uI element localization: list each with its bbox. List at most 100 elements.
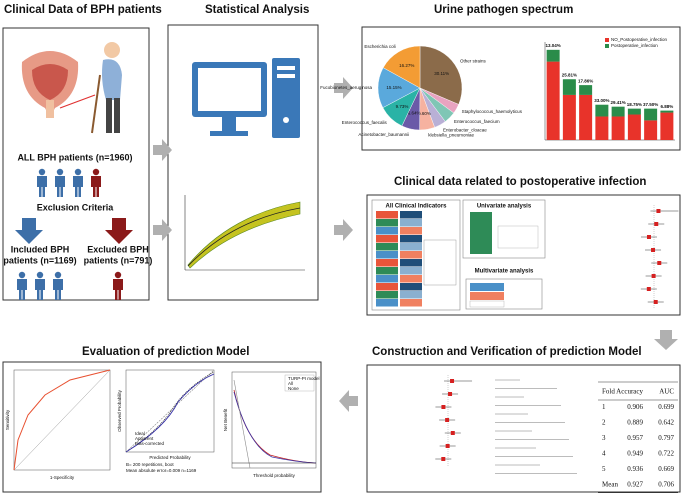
- person-body: [73, 176, 83, 197]
- grid-cell: [376, 243, 398, 251]
- person-body: [35, 279, 45, 300]
- grid-cell: [400, 259, 422, 267]
- pie-chart: 30.11% Other strains Staphylococcus_haemol…: [320, 44, 522, 138]
- bar-label: 29.41%: [610, 100, 625, 105]
- slice-label: 6.64%: [408, 111, 421, 116]
- table-cell: 0.642: [658, 419, 674, 427]
- bar-label: 6.88%: [660, 104, 673, 109]
- forest-plot: [435, 375, 473, 466]
- person-head: [114, 271, 122, 279]
- estimate: [657, 261, 662, 265]
- bar-label: 13.04%: [545, 43, 560, 48]
- grid-cell: [376, 235, 398, 243]
- table-cell: 0.797: [658, 434, 674, 442]
- bar-segment: [660, 110, 674, 113]
- person-head: [92, 168, 100, 176]
- calibration-plot: [125, 369, 215, 453]
- legend-item: None: [288, 386, 299, 391]
- label: ALL BPH patients (n=1960): [17, 152, 132, 162]
- estimate: [448, 392, 453, 396]
- person-body: [55, 176, 65, 197]
- indicator-grid: [376, 211, 457, 307]
- person-body: [53, 279, 63, 300]
- people-icons: [37, 168, 101, 197]
- bar-segment: [627, 108, 641, 115]
- person-head: [56, 168, 64, 176]
- label: Included BPH: [11, 244, 70, 254]
- bar-segment: [546, 49, 560, 62]
- person-body: [37, 176, 47, 197]
- table-cell: 0.706: [658, 481, 674, 489]
- grid-cell: [376, 211, 398, 219]
- legend-item: Ideal: [135, 431, 145, 436]
- pie-slice: [382, 45, 421, 89]
- estimate: [450, 431, 455, 435]
- person-head: [38, 168, 46, 176]
- slice-category: Enterococcus_faecium: [454, 119, 500, 124]
- estimate: [654, 222, 659, 226]
- bar-segment: [611, 106, 625, 117]
- grid-cell: [376, 299, 398, 307]
- table-cell: Mean: [602, 481, 618, 489]
- label: Univariate analysis: [477, 204, 532, 210]
- slice-label: 9.73%: [396, 104, 409, 109]
- estimate: [646, 235, 651, 239]
- flow-arrows: [153, 77, 678, 412]
- legend-item: All: [288, 381, 293, 386]
- person-body: [91, 176, 101, 197]
- nomogram: [495, 379, 577, 474]
- slice-category: Enterobacter_cloacae: [443, 127, 487, 132]
- estimate: [445, 444, 450, 448]
- table-cell: 5: [602, 465, 606, 473]
- panel: [2, 361, 322, 493]
- estimate: [450, 379, 455, 383]
- bar-segment: [579, 94, 593, 140]
- label: Exclusion Criteria: [37, 202, 115, 212]
- table-cell: 0.936: [627, 465, 643, 473]
- estimate: [646, 287, 651, 291]
- label: All Clinical Indicators: [385, 204, 447, 210]
- bar-segment: [644, 120, 658, 140]
- axis-label: Sensitivity: [5, 409, 10, 430]
- estimate: [656, 209, 661, 213]
- table-cell: 0.669: [658, 465, 674, 473]
- person-body: [17, 279, 27, 300]
- estimate: [441, 405, 446, 409]
- forest-plot: [640, 205, 679, 309]
- estimate: [653, 300, 658, 304]
- pie-slice: [419, 45, 463, 105]
- table-cell: 1: [602, 403, 606, 411]
- slice-label: 30.11%: [434, 71, 449, 76]
- bar-label: 37.50%: [643, 102, 658, 107]
- table-header: AUC: [659, 388, 674, 396]
- bar-segment: [595, 116, 609, 140]
- grid-cell: [400, 275, 422, 283]
- panel-title: Urine pathogen spectrum: [434, 4, 573, 16]
- bar-segment: [546, 61, 560, 140]
- bar-segment: [627, 114, 641, 140]
- estimate: [651, 248, 656, 252]
- grid-cell: [400, 251, 422, 259]
- legend-item: Apparent: [135, 436, 154, 441]
- grid-cell: [400, 227, 422, 235]
- panel: [366, 364, 681, 493]
- grid-cell: [376, 291, 398, 299]
- slice-category: Enterococcus_faecalis: [342, 120, 388, 125]
- bar-segment: [644, 108, 658, 121]
- legend-swatch: [605, 38, 609, 42]
- estimate: [651, 274, 656, 278]
- grid-cell: [400, 243, 422, 251]
- slice-label: 5.60%: [418, 111, 431, 116]
- slice-category: Other strains: [460, 59, 487, 64]
- bar-label: 17.86%: [578, 78, 593, 83]
- table-cell: 0.722: [658, 450, 674, 458]
- legend-swatch: [605, 44, 609, 48]
- people-icons: [17, 271, 123, 300]
- bar-segment: [562, 79, 576, 95]
- table-cell: 0.906: [627, 403, 643, 411]
- bar-segment: [595, 104, 609, 117]
- grid-cell: [376, 227, 398, 235]
- bar-segment: [562, 94, 576, 140]
- person-body: [113, 279, 123, 300]
